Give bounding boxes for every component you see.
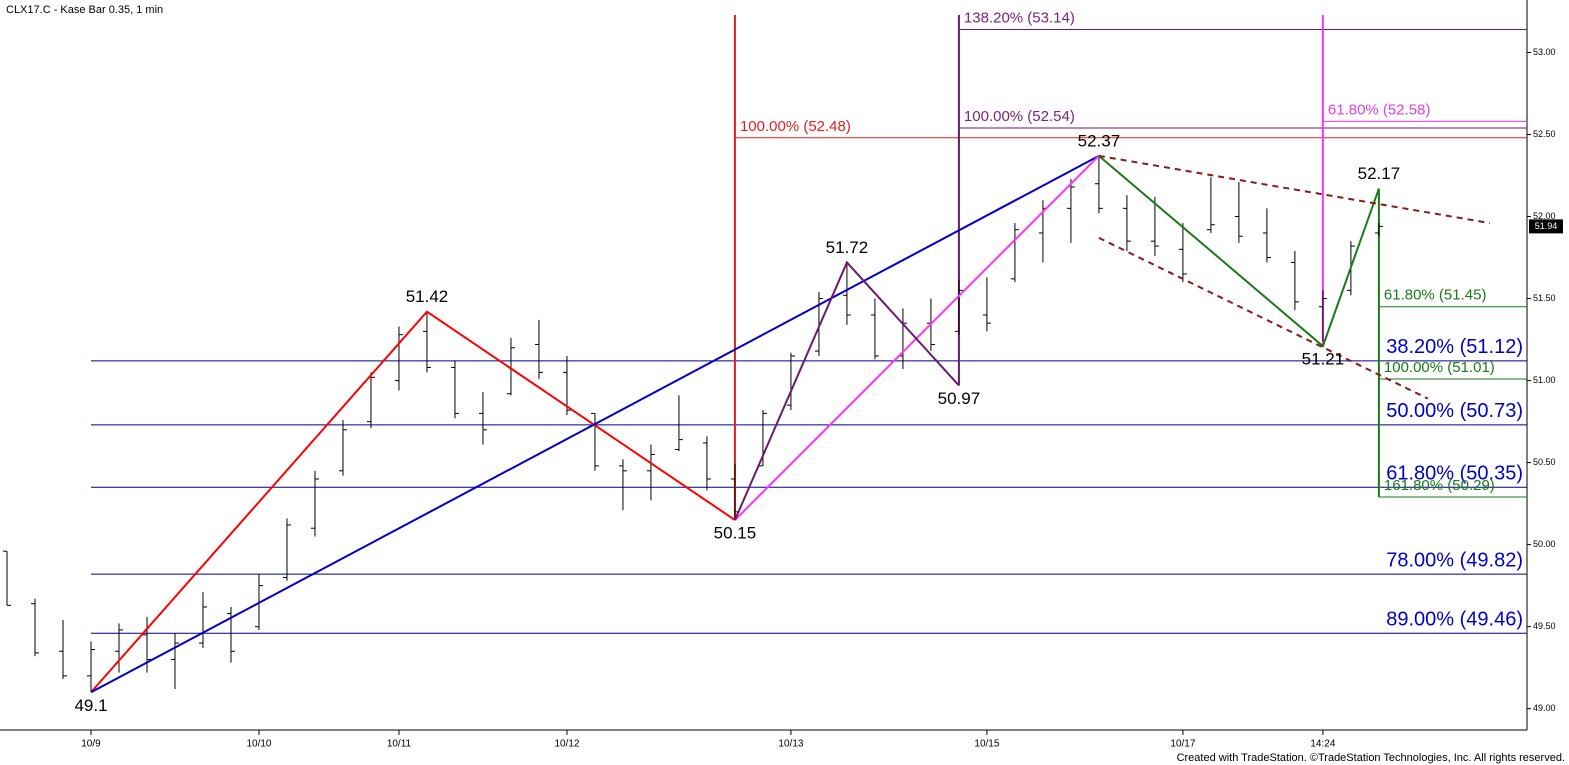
pivot-label: 50.97 (938, 389, 981, 408)
pivot-label: 51.42 (406, 287, 449, 306)
y-tick-label: 51.00 (1533, 375, 1556, 385)
swing-line (1098, 155, 1380, 348)
pivot-label: 51.21 (1302, 350, 1345, 369)
x-tick-label: 10/11 (387, 739, 412, 750)
fib-level-label: 100.00% (51.01) (1384, 359, 1495, 376)
swing-line (90, 310, 736, 693)
fib-level-label: 78.00% (49.82) (1386, 549, 1523, 571)
y-tick-label: 50.00 (1533, 539, 1556, 549)
channel-line (1098, 154, 1490, 225)
last-price-box (1529, 219, 1563, 234)
swing-line (734, 260, 960, 521)
fib-level-label: 161.80% (50.29) (1384, 477, 1495, 494)
x-tick-label: 10/10 (246, 739, 271, 750)
y-tick-label: 51.50 (1533, 293, 1556, 303)
last-price-label: 51.94 (1535, 221, 1558, 231)
fib-level-label: 61.80% (50.35) (1386, 462, 1523, 484)
footer: Created with TradeStation. ©TradeStation… (1177, 752, 1565, 764)
y-tick-label: 49.00 (1533, 703, 1556, 713)
pivot-label: 49.1 (74, 696, 107, 715)
pivot-label: 50.15 (714, 524, 757, 543)
swing-line (90, 154, 1100, 694)
x-tick-label: 10/13 (778, 739, 803, 750)
symbol-header: CLX17.C - Kase Bar 0.35, 1 min (6, 4, 163, 16)
pivot-label: 51.72 (826, 238, 869, 257)
fib-level-label: 138.20% (53.14) (964, 9, 1075, 26)
y-tick-label: 49.50 (1533, 621, 1556, 631)
pivot-label: 52.37 (1078, 131, 1121, 150)
fib-level-label: 61.80% (52.58) (1328, 101, 1431, 118)
x-tick-label: 10/9 (81, 739, 101, 750)
fib-level-label: 100.00% (52.48) (740, 118, 851, 135)
x-tick-label: 10/17 (1170, 739, 1195, 750)
fib-level-label: 100.00% (52.54) (964, 108, 1075, 125)
x-tick-label: 10/12 (554, 739, 579, 750)
y-tick-label: 52.50 (1533, 129, 1556, 139)
x-tick-label: 14:24 (1310, 739, 1335, 750)
pivot-label: 52.17 (1358, 164, 1401, 183)
y-tick-label: 53.00 (1533, 47, 1556, 57)
y-tick-label: 52.00 (1533, 211, 1556, 221)
fib-level-label: 61.80% (51.45) (1384, 287, 1487, 304)
x-tick-label: 10/15 (974, 739, 999, 750)
fib-level-label: 89.00% (49.46) (1386, 608, 1523, 630)
fib-level-label: 38.20% (51.12) (1386, 336, 1523, 358)
y-tick-label: 50.50 (1533, 457, 1556, 467)
fib-level-label: 50.00% (50.73) (1386, 400, 1523, 422)
